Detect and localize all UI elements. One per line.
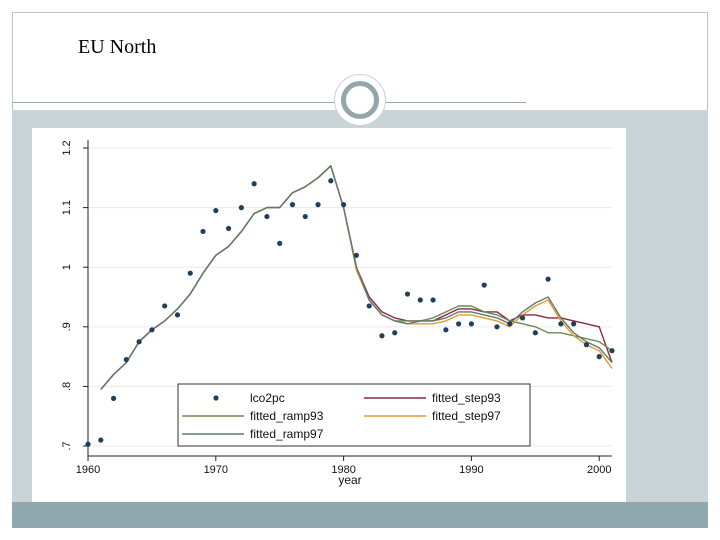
data-point-lco2pc (213, 207, 219, 214)
series-line-fitted_step93 (100, 165, 613, 390)
data-point-lco2pc (264, 213, 270, 220)
data-point-lco2pc (328, 178, 334, 184)
legend-label: fitted_ramp97 (250, 427, 324, 441)
data-point-lco2pc (85, 441, 91, 447)
series-line-fitted_ramp97 (100, 165, 613, 390)
data-point-lco2pc (609, 348, 615, 354)
data-point-lco2pc (302, 213, 308, 220)
data-point-lco2pc (456, 321, 462, 327)
ring-icon (341, 81, 379, 119)
data-point-lco2pc (519, 315, 526, 321)
data-point-lco2pc (251, 181, 257, 187)
data-point-lco2pc (315, 202, 321, 208)
data-point-lco2pc (353, 252, 359, 258)
data-point-lco2pc (596, 354, 602, 360)
x-tick-label: 1960 (76, 464, 100, 476)
data-point-lco2pc (174, 312, 181, 318)
chart-series (85, 165, 615, 447)
legend-label: lco2pc (250, 391, 285, 405)
data-point-lco2pc (404, 291, 411, 297)
chart-axes: .7 .8 .9 1 1.1 1.2 1960 1970 1980 1990 2000 year (61, 140, 612, 487)
data-point-lco2pc (545, 276, 551, 282)
data-point-lco2pc (225, 225, 232, 232)
data-point-lco2pc (200, 228, 206, 235)
slide-title: EU North (78, 36, 157, 58)
data-point-lco2pc (532, 330, 538, 336)
y-tick-label: .9 (61, 322, 73, 331)
data-point-lco2pc (366, 303, 372, 309)
divider-left (12, 102, 338, 103)
x-axis-title: year (338, 473, 361, 487)
data-point-lco2pc (98, 437, 104, 443)
data-point-lco2pc (162, 303, 168, 309)
y-tick-label: .7 (61, 441, 73, 450)
data-point-lco2pc (149, 327, 155, 333)
data-point-lco2pc (494, 324, 500, 330)
data-point-lco2pc (277, 240, 283, 246)
divider-right (384, 102, 526, 103)
y-tick-label: 1.1 (61, 200, 73, 215)
data-point-lco2pc (341, 202, 347, 208)
data-point-lco2pc (289, 202, 296, 208)
data-point-lco2pc (558, 321, 564, 327)
chart-legend: lco2pc fitted_step93 fitted_ramp93 fitted_s… (177, 383, 531, 447)
y-tick-label: .8 (61, 382, 73, 391)
data-point-lco2pc (392, 330, 398, 336)
data-point-lco2pc (507, 321, 513, 327)
legend-label: fitted_step97 (432, 409, 501, 423)
data-point-lco2pc (379, 333, 385, 339)
data-point-lco2pc (481, 282, 487, 288)
series-line-fitted_step97 (100, 165, 613, 390)
data-point-lco2pc (583, 342, 590, 348)
data-point-lco2pc (238, 205, 244, 211)
y-tick-label: 1 (61, 264, 73, 270)
x-tick-label: 1990 (459, 464, 483, 476)
data-point-lco2pc (123, 357, 129, 363)
data-point-lco2pc (417, 297, 423, 303)
data-point-lco2pc (443, 327, 449, 333)
data-point-lco2pc (136, 339, 142, 345)
bottom-bar (12, 502, 708, 528)
data-point-lco2pc (468, 321, 475, 327)
data-point-lco2pc (430, 297, 436, 303)
y-tick-label: 1.2 (61, 140, 73, 155)
series-line-fitted_ramp93 (100, 165, 613, 390)
data-point-lco2pc (110, 395, 117, 401)
x-tick-label: 2000 (587, 464, 611, 476)
data-point-lco2pc (187, 270, 193, 276)
legend-label: fitted_step93 (432, 391, 501, 405)
data-point-lco2pc (571, 321, 577, 327)
legend-marker-dot (213, 395, 219, 401)
x-tick-label: 1980 (331, 464, 355, 476)
x-tick-label: 1970 (204, 464, 228, 476)
legend-box (177, 383, 531, 447)
legend-label: fitted_ramp93 (250, 409, 324, 423)
